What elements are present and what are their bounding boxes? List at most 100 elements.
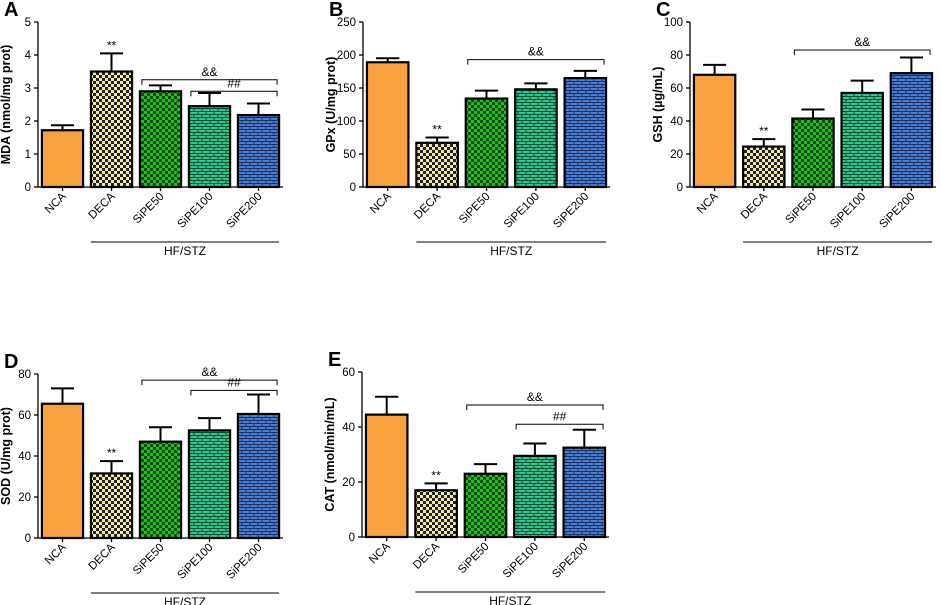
category-label: SiPE50 [457,191,493,227]
error-bar-nca [50,387,75,404]
category-label: SiPE200 [877,191,917,231]
group-label: HF/STZ [490,244,532,258]
bar-deca [89,70,134,189]
group-label: HF/STZ [164,244,206,258]
error-bar-sipe50 [148,426,173,442]
panel-letter: C [656,0,670,21]
error-bar-deca [424,482,448,491]
y-tick-label: 20 [342,477,355,489]
comparison-bracket [190,389,278,396]
group-label: HF/STZ [817,244,859,258]
error-bar-sipe100 [523,442,547,456]
category-label: SiPE50 [131,191,167,227]
category-label: SiPE50 [131,542,167,578]
error-bar-sipe200 [573,69,597,79]
bar-nca [365,61,410,189]
y-tick-label: 150 [337,83,356,95]
y-tick-label: 1 [25,149,31,161]
error-bar-nca [375,395,399,415]
y-tick-label: 0 [25,533,31,545]
y-axis-label: GSH (µg/mL) [651,67,665,143]
category-label: NCA [367,540,393,566]
category-label: NCA [368,190,394,216]
bar-deca [742,145,786,189]
category-label: SiPE100 [828,191,868,231]
y-tick-label: 100 [337,116,356,128]
category-label: DECA [739,190,770,221]
bar-sipe50 [463,472,508,539]
bar-sipe100 [514,88,558,189]
error-bar-sipe100 [850,79,874,93]
bar-sipe50 [138,90,183,189]
bar-sipe200 [562,446,607,539]
y-tick-label: 0 [25,182,31,194]
y-tick-label: 20 [18,492,31,504]
y-tick-label: 40 [342,422,355,434]
bar-deca [414,489,458,539]
category-label: SiPE200 [551,191,591,231]
comparison-bracket [467,59,605,65]
bracket-label: ## [227,375,241,389]
error-bar-sipe50 [473,463,498,474]
category-label: SiPE50 [784,191,820,227]
error-bar-sipe100 [197,91,222,107]
y-tick-label: 60 [670,83,683,95]
bar-nca [692,73,737,189]
panel-b: B GPx (U/mg prot) 0 50 100 150 200 250 NCA DECA Si… [324,0,610,258]
bar-sipe50 [138,440,183,540]
error-bar-nca [703,63,727,75]
y-tick-label: 200 [337,50,356,62]
bar-nca [40,402,85,540]
y-tick-label: 2 [25,116,31,128]
y-tick-label: 40 [670,116,683,128]
comparison-bracket [190,90,278,97]
bracket-label: && [201,65,217,79]
y-axis-label: MDA (nmol/mg prot) [0,45,13,165]
y-tick-label: 100 [664,17,683,29]
significance-stars: ** [432,123,442,137]
y-tick-label: 80 [18,369,31,381]
error-bar-sipe200 [899,56,923,74]
category-label: NCA [43,190,69,216]
category-label: SiPE200 [224,191,264,231]
error-bar-sipe50 [801,108,825,119]
bar-deca [415,141,459,189]
bar-sipe100 [187,429,232,540]
category-label: DECA [87,541,118,572]
error-bar-deca [752,138,776,147]
category-label: NCA [43,541,69,567]
bar-sipe100 [513,454,557,539]
bar-sipe200 [563,76,608,189]
panel-letter: D [4,351,18,373]
y-tick-label: 80 [670,50,683,62]
bar-sipe200 [236,113,281,189]
bar-deca [89,472,134,540]
error-bar-deca [99,460,124,474]
bar-sipe200 [236,412,281,540]
y-tick-label: 60 [342,367,355,379]
y-tick-label: 60 [18,410,31,422]
significance-stars: ** [107,38,117,52]
y-axis-label: CAT (nmol/min/mL) [323,397,337,511]
error-bar-sipe50 [474,89,499,99]
category-label: NCA [695,190,721,216]
error-bar-sipe200 [572,428,596,448]
y-axis-label: SOD (U/mg prot) [0,407,13,505]
category-label: SiPE100 [501,541,541,581]
y-tick-label: 40 [18,451,31,463]
y-tick-label: 20 [670,149,683,161]
comparison-bracket [515,423,604,430]
category-label: SiPE100 [502,191,542,231]
error-bar-sipe100 [197,417,222,431]
y-tick-label: 0 [349,532,355,544]
y-tick-label: 0 [350,182,356,194]
bar-sipe50 [791,117,835,189]
y-tick-label: 0 [677,182,683,194]
y-tick-label: 3 [25,83,31,95]
comparison-bracket [466,404,604,410]
bar-sipe50 [464,97,509,189]
panel-letter: A [4,0,18,21]
